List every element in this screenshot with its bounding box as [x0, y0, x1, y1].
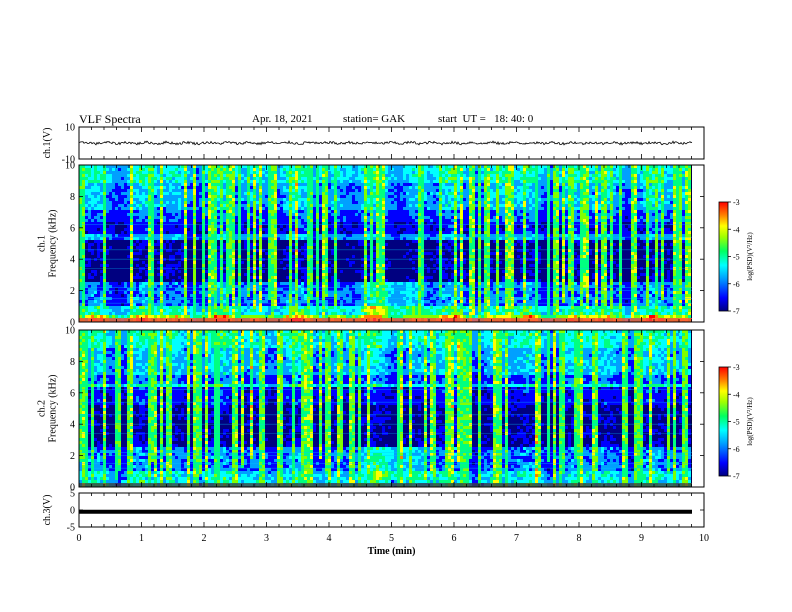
ch3-wave-y-tick-label: -5	[67, 523, 75, 534]
ch2-spectrogram-image	[79, 330, 704, 487]
ch2-spec-y-label: ch.2	[37, 400, 48, 417]
ch1-colorbar	[718, 201, 729, 312]
ch2-colorbar	[718, 366, 729, 477]
ch1-colorbar-tick-label: -6	[733, 280, 740, 289]
ch1-spec-y-tick-label: 8	[70, 192, 75, 203]
ch1-spec-y-tick-label: 10	[65, 161, 75, 172]
ch1-spec-y-tick-label: 0	[70, 318, 75, 329]
x-tick-label: 0	[77, 533, 82, 544]
ch1-waveform-trace	[78, 140, 693, 146]
x-tick-label: 6	[452, 533, 457, 544]
ch2-spec-y-tick-label: 0	[70, 483, 75, 494]
ch2-spec-y-label: Frequency (kHz)	[48, 374, 59, 442]
ch3-wave-y-label: ch.3(V)	[42, 495, 53, 526]
start-ut-label: start UT = 18: 40: 0	[438, 113, 533, 125]
ch1-spec-y-label: ch.1	[37, 235, 48, 252]
ch3-wave-y-tick-label: 0	[70, 506, 75, 517]
ch2-colorbar-tick-label: -6	[733, 445, 740, 454]
ch1-colorbar-tick-label: -4	[733, 225, 740, 234]
ch1-spec-y-tick-label: 4	[70, 255, 75, 266]
ch2-spec-y-tick-label: 10	[65, 326, 75, 337]
x-tick-label: 7	[514, 533, 519, 544]
x-tick-label: 10	[699, 533, 709, 544]
x-tick-label: 5	[389, 533, 394, 544]
ch1-spectrogram-image	[79, 165, 704, 322]
ch1-wave-y-tick-label: 10	[65, 123, 75, 134]
ch2-spec-y-tick-label: 6	[70, 388, 75, 399]
ch1-wave-y-tick-label: -10	[62, 155, 75, 166]
x-tick-label: 4	[327, 533, 332, 544]
x-tick-label: 9	[639, 533, 644, 544]
ch1-colorbar-tick-label: -3	[733, 198, 740, 207]
ch1-colorbar-tick-label: -7	[733, 307, 740, 316]
x-tick-label: 1	[139, 533, 144, 544]
x-tick-label: 2	[202, 533, 207, 544]
ch2-spec-y-tick-label: 8	[70, 357, 75, 368]
x-axis-label: Time (min)	[368, 546, 416, 557]
ch2-colorbar-tick-label: -4	[733, 390, 740, 399]
ch1-wave-y-label: ch.1(V)	[42, 128, 53, 159]
ch2-colorbar-tick-label: -5	[733, 418, 740, 427]
figure-title: VLF Spectra	[79, 112, 141, 127]
ch2-spec-y-tick-label: 2	[70, 451, 75, 462]
ch1-colorbar-tick-label: -5	[733, 253, 740, 262]
ch2-colorbar-tick-label: -3	[733, 363, 740, 372]
x-tick-label: 8	[577, 533, 582, 544]
ch1-spec-y-tick-label: 6	[70, 223, 75, 234]
date-label: Apr. 18, 2021	[252, 113, 313, 125]
x-tick-label: 3	[264, 533, 269, 544]
plot-content	[78, 140, 704, 514]
ch2-colorbar-label: log(PSD)(V²/Hz)	[746, 397, 754, 446]
station-label: station= GAK	[343, 113, 405, 125]
ch1-spec-y-label: Frequency (kHz)	[48, 209, 59, 277]
ch2-spec-y-tick-label: 4	[70, 420, 75, 431]
ch2-colorbar-tick-label: -7	[733, 472, 740, 481]
ch3-wave-y-tick-label: 5	[70, 489, 75, 500]
ch1-colorbar-label: log(PSD)(V²/Hz)	[746, 232, 754, 281]
ch1-spec-y-tick-label: 2	[70, 286, 75, 297]
